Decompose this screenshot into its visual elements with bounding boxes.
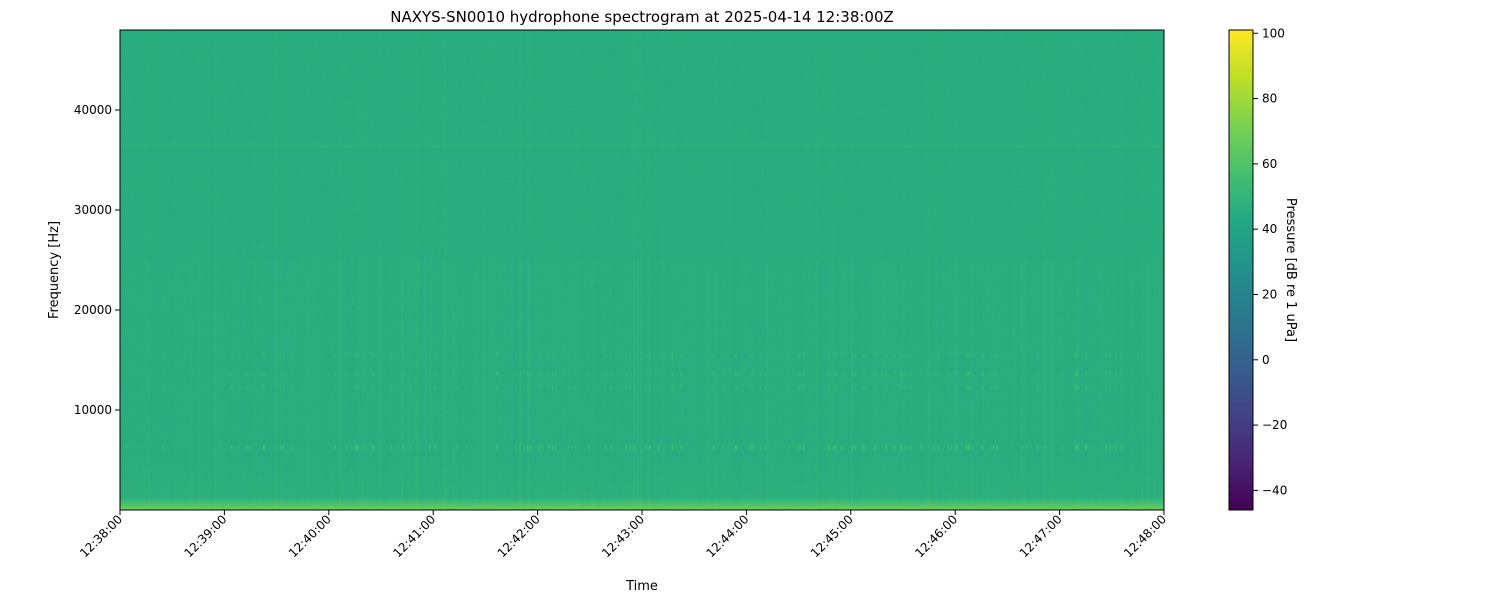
colorbar-tick-label: −40 [1262, 483, 1287, 497]
plot-frame [119, 29, 1165, 511]
y-tick-label: 20000 [74, 303, 112, 317]
y-tick-label: 40000 [74, 103, 112, 117]
colorbar [1228, 29, 1254, 511]
x-tick-label: 12:40:00 [286, 512, 334, 560]
x-tick-label: 12:38:00 [77, 512, 125, 560]
chart-title: NAXYS-SN0010 hydrophone spectrogram at 2… [390, 8, 894, 26]
colorbar-label: Pressure [dB re 1 uPa] [1283, 198, 1298, 342]
y-tick-label: 10000 [74, 403, 112, 417]
colorbar-tick-label: 0 [1262, 353, 1270, 367]
x-tick-label: 12:44:00 [704, 512, 752, 560]
y-tick-label: 30000 [74, 203, 112, 217]
colorbar-tick-label: 20 [1262, 287, 1277, 301]
x-tick-label: 12:45:00 [808, 512, 856, 560]
x-tick-label: 12:39:00 [182, 512, 230, 560]
spectrogram-image [120, 30, 1164, 510]
x-axis-label: Time [625, 579, 658, 594]
colorbar-tick-label: 100 [1262, 26, 1285, 40]
y-axis-label: Frequency [Hz] [47, 221, 62, 319]
x-tick-label: 12:41:00 [390, 512, 438, 560]
colorbar-tick-label: −20 [1262, 418, 1287, 432]
colorbar-tick-label: 80 [1262, 92, 1277, 106]
x-tick-label: 12:47:00 [1017, 512, 1065, 560]
colorbar-tick-label: 60 [1262, 157, 1277, 171]
x-tick-label: 12:46:00 [912, 512, 960, 560]
x-tick-label: 12:43:00 [599, 512, 647, 560]
x-tick-label: 12:48:00 [1121, 512, 1169, 560]
x-tick-label: 12:42:00 [495, 512, 543, 560]
colorbar-tick-label: 40 [1262, 222, 1277, 236]
